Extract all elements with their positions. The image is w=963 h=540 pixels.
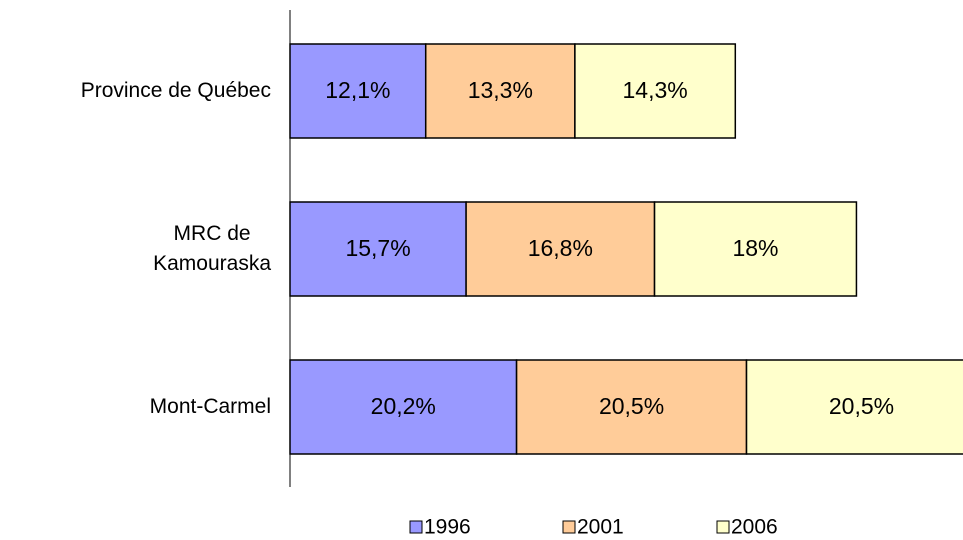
bar-segment (424, 43, 576, 139)
value-label: 18% (732, 235, 778, 261)
bar-segment (745, 359, 963, 455)
value-label: 20,5% (599, 393, 664, 419)
bar-segment (515, 359, 748, 455)
value-label: 12,1% (325, 77, 390, 103)
legend-label: 2006 (731, 516, 778, 539)
value-label: 14,3% (622, 77, 687, 103)
category-label: MRC de Kamouraska (153, 222, 271, 275)
legend-label: 1996 (424, 516, 471, 539)
bar-segment (289, 359, 518, 455)
value-label: 20,2% (371, 393, 436, 419)
bar-segment (289, 201, 467, 297)
category-label: Province de Québec (80, 79, 271, 102)
bar-segment (465, 201, 656, 297)
value-label: 20,5% (829, 393, 894, 419)
value-label: 15,7% (345, 235, 410, 261)
value-label: 16,8% (528, 235, 593, 261)
legend-swatch (562, 520, 576, 534)
category-label: Mont-Carmel (149, 395, 271, 418)
legend-swatch (716, 520, 730, 534)
bar-segment (574, 43, 737, 139)
value-label: 13,3% (468, 77, 533, 103)
legend-label: 2001 (577, 516, 624, 539)
bar-segment (653, 201, 858, 297)
legend-swatch (409, 520, 423, 534)
